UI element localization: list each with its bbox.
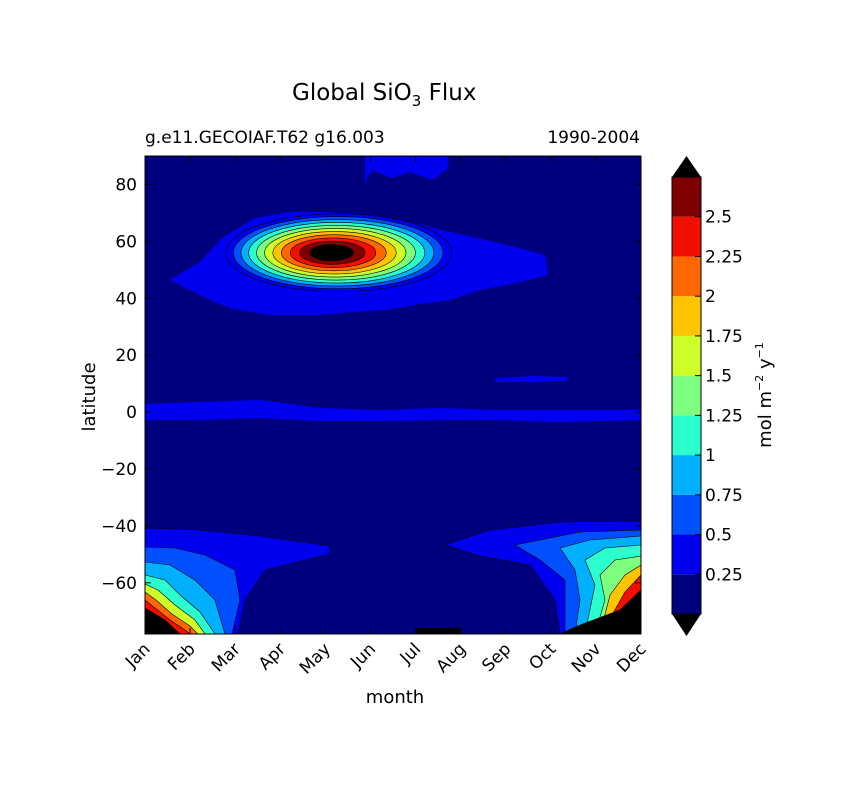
colorbar-segment: [672, 455, 701, 495]
x-tick-label: Mar: [208, 639, 245, 676]
bloom-contours: [225, 213, 453, 293]
colorbar-tick-label: 1: [705, 446, 716, 466]
colorbar-tick-label: 0.5: [705, 526, 732, 546]
x-tick-label: Nov: [568, 639, 606, 677]
bloom-contour: [309, 244, 354, 262]
colorbar-segment: [672, 375, 701, 416]
north-tropical-patch: [495, 376, 568, 382]
colorbar-segment: [672, 574, 701, 614]
y-axis-label: latitude: [79, 362, 100, 431]
colorbar-tick-label: 2.5: [705, 208, 732, 228]
colorbar-tick-label: 1.5: [705, 367, 732, 387]
colorbar-tick-label: 0.25: [705, 565, 743, 585]
colorbar-segment: [672, 534, 701, 575]
y-tick-label: 0: [126, 403, 137, 423]
x-tick-label: Apr: [255, 639, 290, 674]
x-tick-label: Jun: [346, 639, 380, 673]
y-tick-label: −40: [101, 517, 137, 537]
colorbar-segment: [672, 494, 701, 535]
chart-subtitle-left: g.e11.GECOIAF.T62 g16.003: [145, 128, 385, 148]
y-axis: 80 60 40 20 0 −20 −40 −60: [101, 175, 641, 594]
colorbar-segment: [672, 177, 701, 217]
colorbar-segment: [672, 415, 701, 456]
plot-area: [145, 156, 641, 634]
colorbar: 0.25 0.5 0.75 1 1.25 1.5 1.75 2 2.25 2.5: [671, 156, 743, 636]
equatorial-band-region: [145, 400, 641, 422]
y-tick-label: 20: [115, 346, 137, 366]
colorbar-tick-label: 1.75: [705, 327, 743, 347]
colorbar-segment: [672, 256, 701, 297]
colorbar-tick-label: 1.25: [705, 406, 743, 426]
colorbar-segment: [672, 296, 701, 336]
x-tick-label: May: [296, 639, 335, 678]
colorbar-tick-label: 0.75: [705, 486, 743, 506]
y-tick-label: 60: [115, 232, 137, 252]
colorbar-frame: [671, 176, 702, 615]
colorbar-over-arrow: [672, 156, 701, 177]
colorbar-under-arrow: [672, 614, 701, 636]
y-tick-label: 80: [115, 175, 137, 195]
chart-subtitle-right: 1990-2004: [547, 128, 640, 148]
x-tick-label: Aug: [433, 639, 471, 677]
y-tick-label: −20: [101, 460, 137, 480]
colorbar-label: mol m−2 y−1: [753, 342, 776, 448]
x-tick-label: Jul: [396, 639, 425, 668]
x-tick-label: Dec: [613, 639, 650, 676]
southern-ocean-contours: [145, 520, 641, 634]
y-tick-label: −60: [101, 574, 137, 594]
plot-frame: [144, 155, 642, 635]
x-tick-label: Sep: [478, 639, 515, 676]
chart-title: Global SiO3 Flux: [292, 80, 476, 110]
colorbar-segment: [672, 216, 701, 257]
x-tick-label: Oct: [525, 639, 560, 674]
x-axis-label: month: [366, 687, 424, 708]
colorbar-segment: [672, 335, 701, 376]
colorbar-tick-label: 2.25: [705, 247, 743, 267]
southern-contour: [145, 607, 181, 634]
southern-contour: [559, 589, 641, 634]
x-tick-label: Feb: [164, 639, 199, 674]
x-tick-label: Jan: [121, 639, 154, 672]
arctic-summer-region: [365, 156, 448, 183]
colorbar-tick-label: 2: [705, 287, 716, 307]
under-range-patch: [416, 628, 461, 634]
y-tick-label: 40: [115, 289, 137, 309]
